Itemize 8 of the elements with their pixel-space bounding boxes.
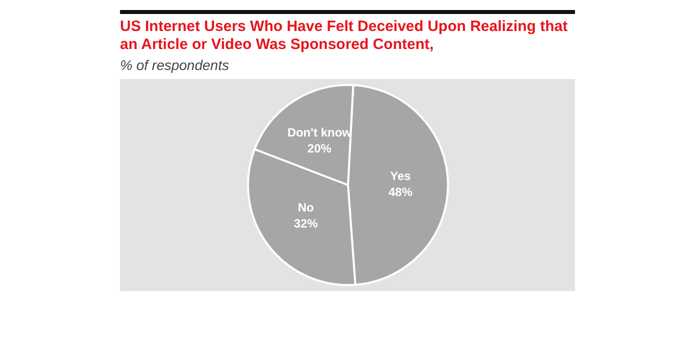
chart-title: US Internet Users Who Have Felt Deceived Upon Realizing that an Article or Video Was Sponsored Content, <box>120 18 569 54</box>
data-label: 20% <box>306 141 332 156</box>
chart-subtitle: % of respondents <box>120 57 230 73</box>
slice-label: Yes <box>390 168 411 183</box>
data-label: 48% <box>388 184 412 199</box>
slice-label: No <box>297 200 314 215</box>
slice-label: Don't know <box>286 125 352 140</box>
data-label: 32% <box>293 216 318 231</box>
